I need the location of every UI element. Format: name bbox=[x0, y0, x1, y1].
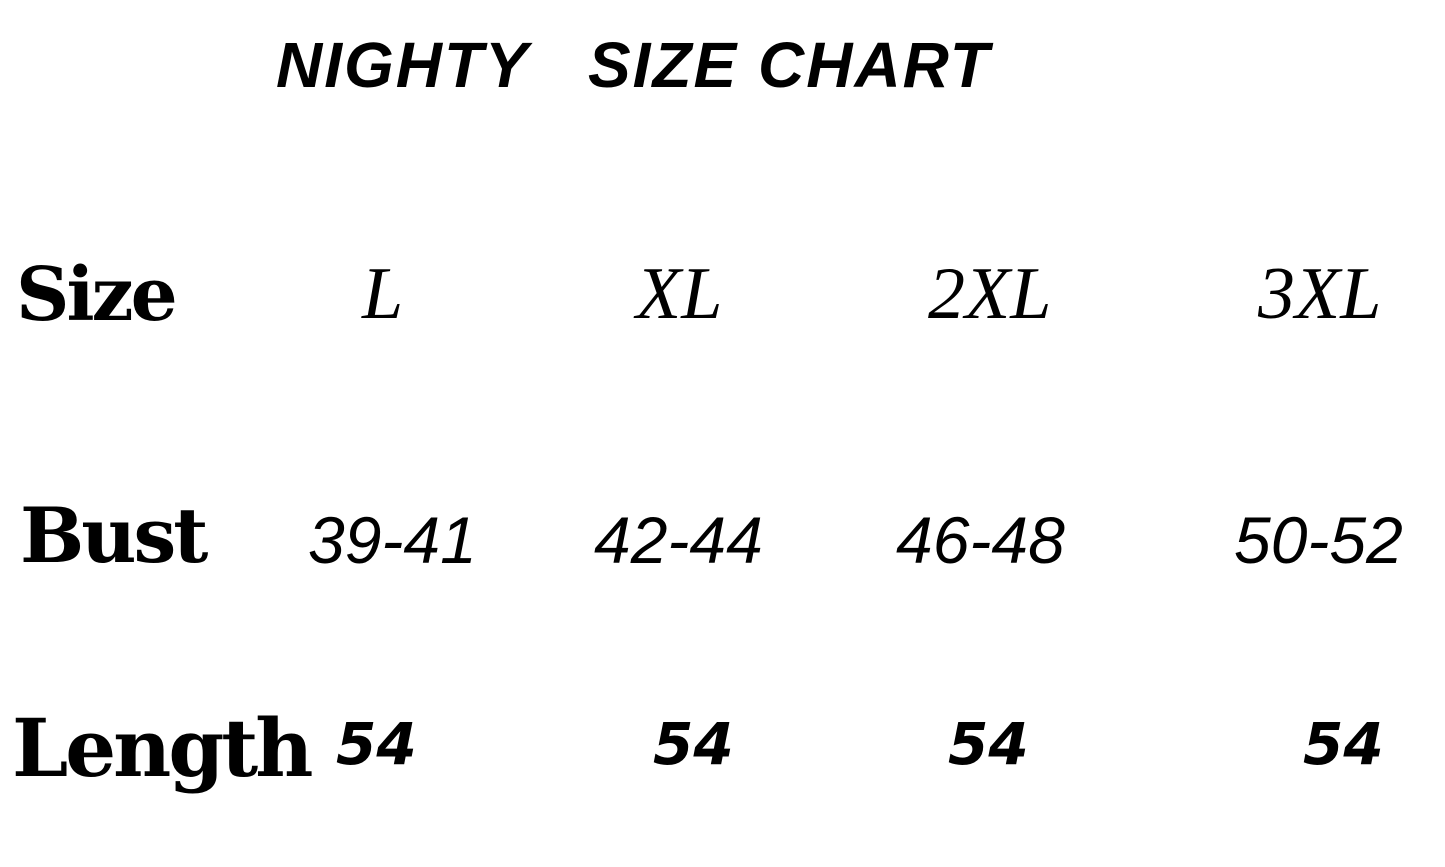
length-cell: 54 bbox=[1303, 710, 1384, 778]
row-label-size: Size bbox=[16, 252, 178, 338]
bust-cell: 50-52 bbox=[1234, 503, 1403, 577]
length-cell: 54 bbox=[948, 710, 1029, 778]
length-cell: 54 bbox=[336, 710, 417, 778]
size-cell: XL bbox=[636, 253, 723, 335]
size-cell: 3XL bbox=[1258, 253, 1382, 335]
length-cell: 54 bbox=[653, 710, 734, 778]
bust-cell: 39-41 bbox=[308, 503, 477, 577]
row-label-length: Length bbox=[12, 701, 313, 795]
row-label-bust: Bust bbox=[20, 491, 208, 580]
size-cell: L bbox=[362, 253, 404, 335]
bust-cell: 42-44 bbox=[594, 503, 763, 577]
size-cell: 2XL bbox=[928, 253, 1052, 335]
chart-title: NIGHTY SIZE CHART bbox=[276, 29, 991, 101]
bust-cell: 46-48 bbox=[896, 503, 1065, 577]
